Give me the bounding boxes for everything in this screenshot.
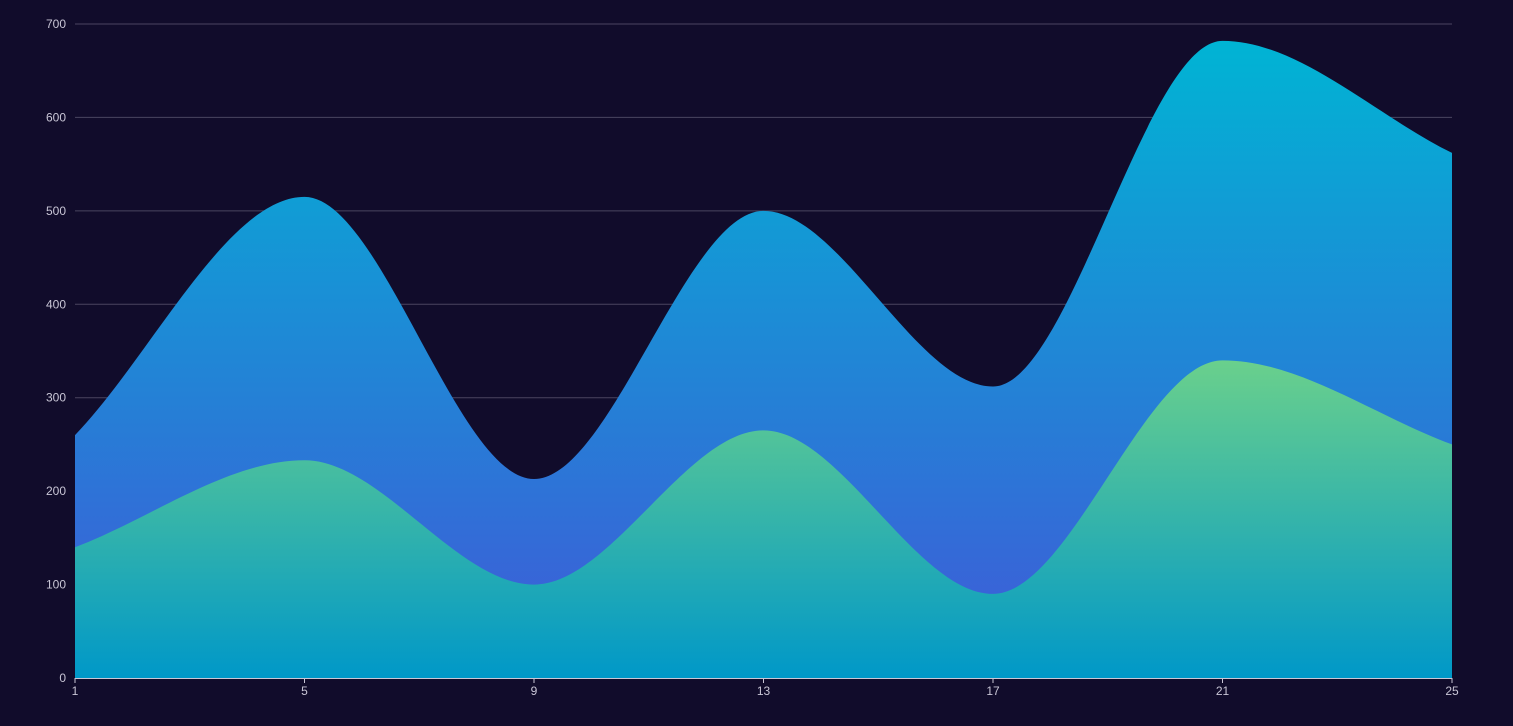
axes	[74, 678, 1453, 683]
y-tick-label: 500	[46, 204, 66, 218]
x-tick-label: 25	[1445, 684, 1459, 698]
x-tick-label: 21	[1216, 684, 1230, 698]
x-tick-label: 5	[301, 684, 308, 698]
y-tick-label: 600	[46, 110, 66, 124]
y-tick-label: 100	[46, 578, 66, 592]
y-tick-label: 300	[46, 391, 66, 405]
y-tick-label: 700	[46, 17, 66, 31]
x-tick-label: 1	[72, 684, 79, 698]
series-layer	[75, 40, 1452, 679]
tick-labels: 0 100 200 300 400 500 600 700 1 5 9 13 17 21 25	[46, 17, 1459, 698]
y-tick-label: 400	[46, 297, 66, 311]
y-tick-label: 0	[59, 671, 66, 685]
y-tick-label: 200	[46, 484, 66, 498]
x-tick-label: 9	[531, 684, 538, 698]
x-tick-label: 17	[986, 684, 1000, 698]
x-tick-label: 13	[757, 684, 771, 698]
series-area-2	[75, 360, 1452, 678]
